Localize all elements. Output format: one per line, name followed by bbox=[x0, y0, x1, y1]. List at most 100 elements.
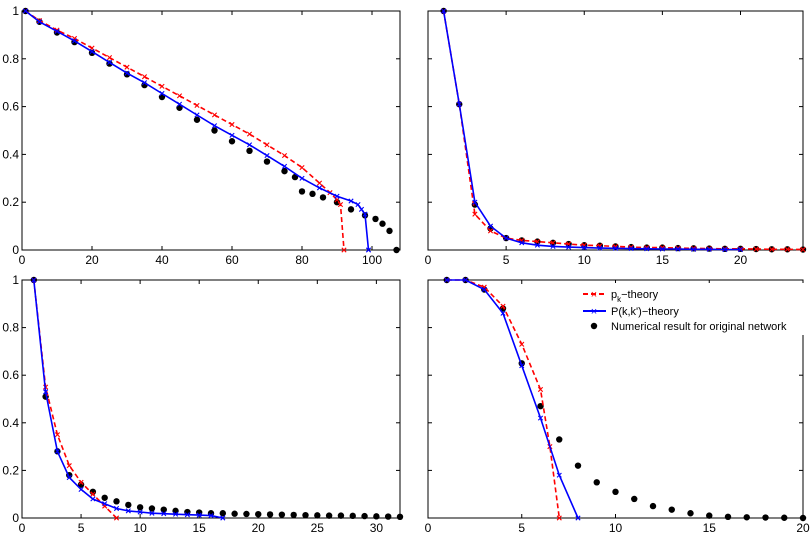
data-point-Pkk-theory bbox=[211, 123, 218, 129]
data-point-Pkk-theory bbox=[264, 153, 270, 159]
data-point-numerical bbox=[113, 498, 120, 505]
data-point-numerical bbox=[384, 513, 392, 520]
data-point-numerical bbox=[799, 514, 807, 522]
x-tick-label: 25 bbox=[311, 521, 325, 534]
data-point-numerical bbox=[101, 494, 108, 501]
data-point-Pkk-theory bbox=[22, 8, 29, 14]
data-point-numerical bbox=[386, 227, 393, 235]
data-point-Pkk-theory bbox=[137, 509, 143, 515]
data-point-pk-theory bbox=[159, 83, 165, 89]
data-point-Pkk-theory bbox=[675, 246, 681, 252]
data-point-numerical bbox=[148, 505, 156, 512]
data-point-Pkk-theory bbox=[566, 244, 572, 250]
data-point-pk-theory bbox=[78, 479, 84, 485]
data-point-Pkk-theory bbox=[31, 277, 37, 283]
data-point-pk-theory bbox=[500, 303, 506, 309]
series-line-Pkk-theory bbox=[446, 279, 579, 519]
data-point-Pkk-theory bbox=[456, 101, 462, 107]
data-point-Pkk-theory bbox=[628, 245, 634, 252]
data-point-numerical bbox=[687, 510, 694, 517]
data-point-pk-theory bbox=[281, 153, 288, 159]
data-point-Pkk-theory bbox=[706, 246, 712, 252]
legend: × pk−theory × P(k,k')−theory Numerical r… bbox=[580, 283, 804, 335]
x-tick-label: 20 bbox=[734, 253, 748, 267]
data-point-Pkk-theory bbox=[519, 363, 525, 369]
data-point-Pkk-theory bbox=[149, 510, 155, 516]
data-point-numerical bbox=[349, 512, 356, 520]
data-point-Pkk-theory bbox=[89, 49, 95, 55]
data-point-numerical bbox=[309, 190, 316, 198]
data-point-Pkk-theory bbox=[90, 496, 96, 502]
data-point-Pkk-theory bbox=[358, 206, 365, 212]
data-point-numerical bbox=[325, 512, 333, 519]
data-point-numerical bbox=[337, 512, 345, 519]
x-tick-label: 100 bbox=[362, 253, 382, 267]
y-tick-label: 0.6 bbox=[2, 100, 19, 114]
data-point-numerical bbox=[537, 402, 544, 410]
data-point-Pkk-theory bbox=[487, 223, 494, 229]
data-point-numerical bbox=[298, 188, 306, 195]
data-point-numerical bbox=[393, 246, 400, 254]
data-point-numerical bbox=[361, 512, 368, 520]
data-point-Pkk-theory bbox=[444, 277, 450, 283]
data-point-numerical bbox=[219, 510, 227, 517]
data-point-pk-theory bbox=[54, 432, 61, 438]
data-point-numerical bbox=[612, 488, 619, 496]
x-tick-label: 10 bbox=[609, 521, 623, 534]
data-point-pk-theory bbox=[487, 228, 494, 234]
data-point-Pkk-theory bbox=[246, 142, 253, 148]
data-point-Pkk-theory bbox=[176, 101, 183, 107]
data-point-Pkk-theory bbox=[659, 246, 665, 252]
data-point-Pkk-theory bbox=[691, 246, 697, 252]
data-point-pk-theory bbox=[800, 246, 806, 253]
x-tick-label: 15 bbox=[656, 253, 670, 267]
data-point-numerical bbox=[193, 116, 201, 123]
data-point-numerical bbox=[347, 206, 355, 213]
x-tick-label: 15 bbox=[193, 521, 207, 534]
data-point-numerical bbox=[246, 147, 253, 155]
data-point-Pkk-theory bbox=[503, 235, 509, 241]
legend-label-numerical: Numerical result for original network bbox=[611, 321, 787, 333]
data-point-Pkk-theory bbox=[534, 242, 540, 248]
axes-frame bbox=[21, 279, 401, 519]
x-tick-label: 20 bbox=[796, 521, 810, 534]
data-point-Pkk-theory bbox=[722, 246, 728, 253]
data-point-numerical bbox=[396, 513, 404, 521]
data-point-Pkk-theory bbox=[519, 240, 525, 246]
panel-top-left: 0 20 40 60 80 100 0 0.2 0.4 0.6 0.8 1 bbox=[2, 4, 401, 267]
legend-label-pk: pk−theory bbox=[611, 289, 659, 304]
data-point-pk-theory bbox=[753, 246, 759, 252]
data-point-pk-theory bbox=[194, 102, 200, 108]
data-point-Pkk-theory bbox=[125, 508, 131, 514]
data-point-pk-theory bbox=[211, 112, 218, 118]
data-point-numerical bbox=[649, 502, 657, 510]
data-point-pk-theory bbox=[176, 93, 183, 99]
data-point-Pkk-theory bbox=[106, 59, 113, 65]
data-point-Pkk-theory bbox=[161, 511, 167, 517]
data-point-Pkk-theory bbox=[172, 511, 179, 517]
data-point-numerical bbox=[231, 510, 238, 517]
data-point-Pkk-theory bbox=[441, 8, 447, 14]
data-point-Pkk-theory bbox=[334, 193, 340, 199]
data-point-Pkk-theory bbox=[481, 286, 487, 293]
y-tick-label: 0.4 bbox=[2, 147, 19, 161]
data-point-Pkk-theory bbox=[229, 132, 235, 138]
data-point-pk-theory bbox=[106, 55, 113, 61]
data-point-pk-theory bbox=[299, 164, 305, 171]
data-point-numerical bbox=[281, 167, 288, 175]
x-tick-label: 0 bbox=[425, 253, 432, 267]
data-point-Pkk-theory bbox=[556, 472, 562, 478]
x-tick-label: 15 bbox=[703, 521, 717, 534]
x-tick-label: 5 bbox=[78, 521, 85, 534]
data-point-Pkk-theory bbox=[208, 513, 214, 519]
data-point-Pkk-theory bbox=[102, 501, 108, 507]
data-point-numerical bbox=[593, 479, 600, 486]
x-tick-label: 5 bbox=[518, 521, 525, 534]
data-point-Pkk-theory bbox=[581, 245, 587, 251]
data-point-Pkk-theory bbox=[71, 38, 78, 44]
data-point-Pkk-theory bbox=[500, 310, 506, 316]
data-point-Pkk-theory bbox=[365, 247, 372, 253]
data-point-numerical bbox=[136, 504, 144, 511]
data-point-numerical bbox=[762, 514, 769, 521]
